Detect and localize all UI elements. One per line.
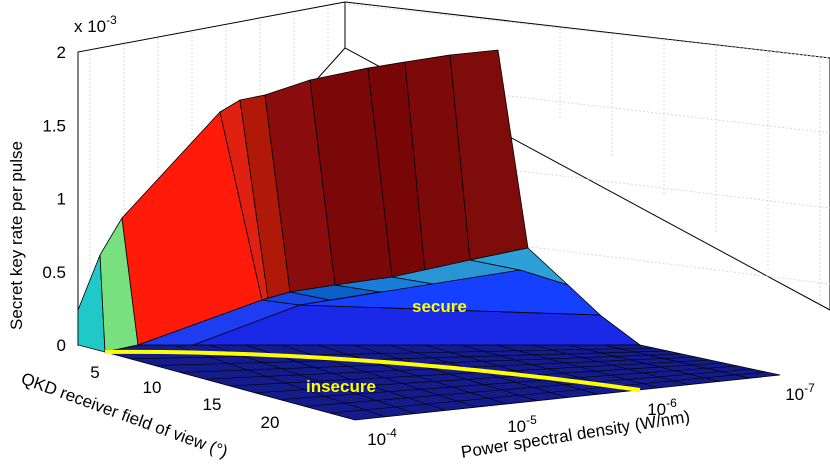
z-tick-label: 1 — [57, 190, 66, 209]
mesh-line — [353, 344, 538, 402]
mesh-line — [329, 371, 767, 414]
mesh-line — [209, 344, 416, 414]
z-scale-label: x 10-3 — [74, 13, 117, 36]
z-scale-base: x 10 — [74, 17, 106, 36]
x-tick-label: 10-7 — [785, 381, 815, 404]
z-axis-ticks: 0 0.5 1 1.5 2 — [42, 43, 66, 355]
y-axis-ticks: 5 10 15 20 — [90, 363, 279, 432]
mesh-line — [254, 362, 725, 394]
secure-label: secure — [412, 297, 467, 316]
y-tick-label: 20 — [261, 413, 280, 432]
mesh-line — [424, 344, 598, 395]
y-tick-label: 15 — [203, 395, 222, 414]
x-tick-base: 10 — [507, 417, 526, 436]
mesh-line — [129, 347, 655, 360]
mesh-line — [229, 359, 711, 387]
x-tick-exp: -7 — [804, 381, 815, 395]
x-tick-label: 10-6 — [647, 396, 677, 419]
mesh-line — [154, 350, 669, 366]
z-tick-label: 1.5 — [42, 116, 66, 135]
mesh-line — [604, 344, 750, 379]
y-axis-label: QKD receiver field of view (°) — [19, 369, 231, 462]
surface-patches — [77, 49, 781, 421]
z-scale-exp: -3 — [106, 13, 117, 27]
mesh-line — [496, 344, 659, 389]
security-boundary-line — [104, 349, 641, 392]
z-tick-label: 2 — [57, 43, 66, 62]
z-axis-label: Secret key rate per pulse — [7, 141, 26, 330]
mesh-line — [568, 344, 720, 382]
x-tick-label: 10-5 — [507, 413, 537, 436]
z-tick-label: 0 — [57, 336, 66, 355]
insecure-label: insecure — [306, 377, 376, 396]
mesh-line — [179, 353, 683, 373]
x-tick-base: 10 — [785, 385, 804, 404]
x-tick-exp: -4 — [386, 426, 397, 440]
x-tick-exp: -6 — [666, 396, 677, 410]
z-tick-label: 0.5 — [42, 263, 66, 282]
x-tick-base: 10 — [647, 400, 666, 419]
grid-line — [344, 3, 830, 59]
surface-patch — [299, 269, 602, 316]
mesh-line — [317, 344, 507, 405]
x-tick-base: 10 — [367, 430, 386, 449]
y-tick-label: 10 — [143, 378, 162, 397]
y-tick-label: 5 — [90, 363, 99, 382]
x-tick-exp: -5 — [526, 413, 537, 427]
x-tick-label: 10-4 — [367, 426, 397, 449]
x-axis-label: Power spectral density (W/nm) — [460, 407, 692, 462]
mesh-line — [532, 344, 690, 385]
mesh-line — [304, 368, 753, 407]
x-axis-ticks: 10-4 10-510-6 10-7 — [367, 381, 815, 449]
mesh-line — [173, 344, 386, 418]
